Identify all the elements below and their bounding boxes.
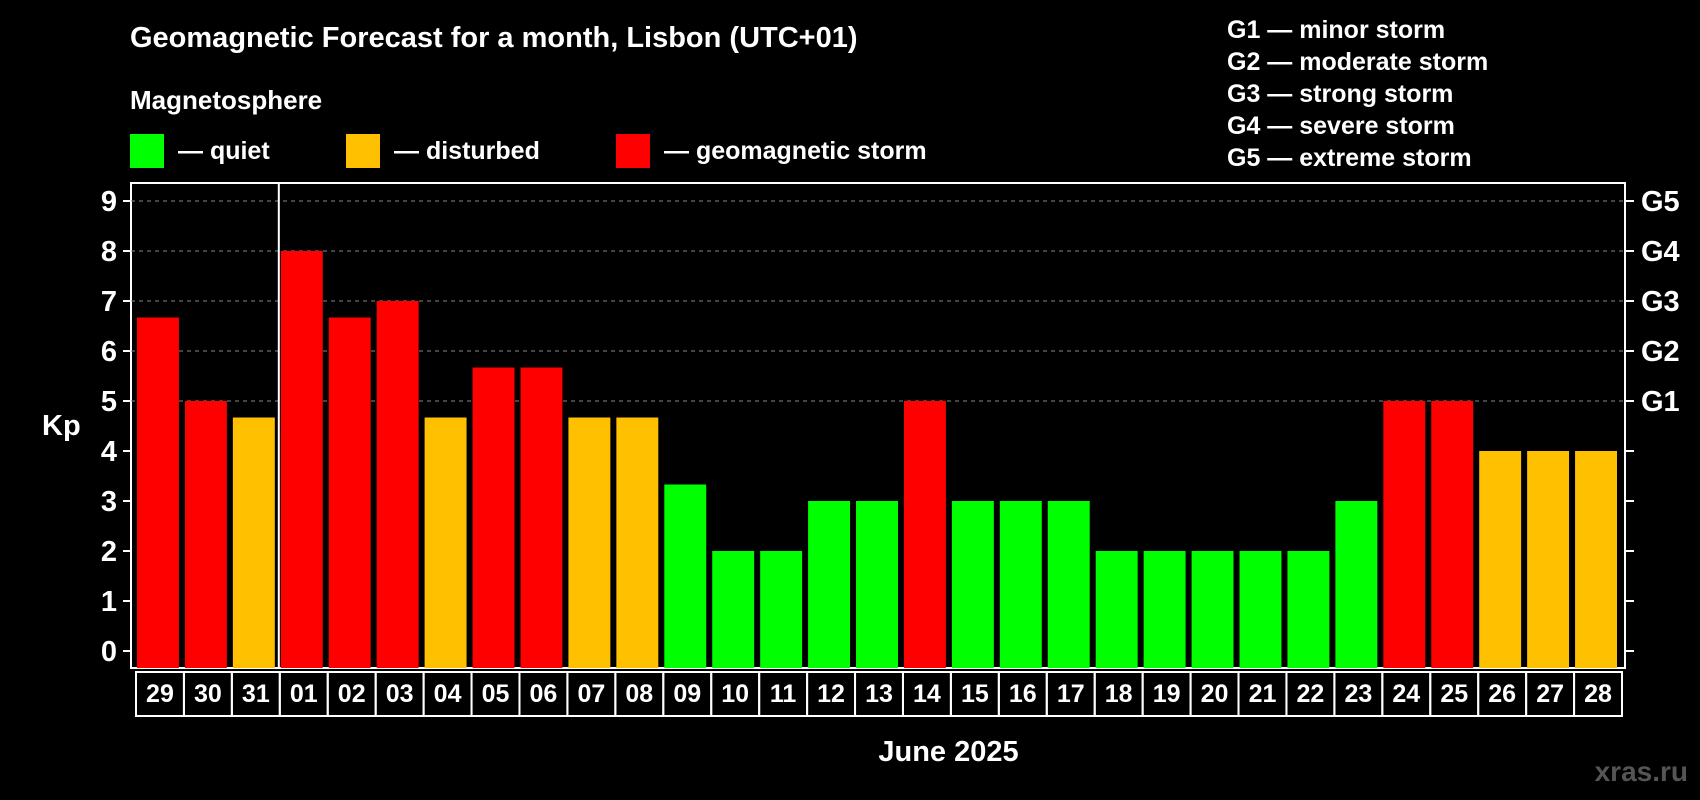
x-tick-label: 26 (1488, 680, 1516, 708)
bar (664, 484, 707, 668)
bar (137, 317, 179, 668)
bar (1335, 501, 1378, 668)
x-tick-label: 22 (1297, 680, 1325, 708)
x-tick-label: 04 (434, 680, 462, 708)
g-tick-label: G5 (1641, 186, 1680, 218)
x-tick-label: 29 (146, 680, 174, 708)
y-tick-label: 5 (101, 386, 117, 418)
bar (1527, 451, 1570, 668)
bar (856, 501, 898, 668)
storm-swatch (616, 134, 650, 168)
quiet-swatch (130, 134, 164, 168)
x-tick-label: 28 (1584, 680, 1612, 708)
legend-disturbed: — disturbed (346, 134, 540, 168)
bar (568, 417, 611, 668)
bar (520, 367, 563, 668)
legend-quiet: — quiet (130, 134, 270, 168)
bar (1383, 401, 1426, 668)
y-tick-label: 0 (101, 636, 117, 668)
x-tick-label: 05 (482, 680, 510, 708)
x-tick-label: 06 (530, 680, 558, 708)
bar (903, 401, 946, 668)
bar (376, 301, 419, 668)
bar (712, 551, 755, 668)
bar (1047, 501, 1090, 668)
x-tick-label: 14 (913, 680, 941, 708)
y-axis-label: Kp (42, 410, 81, 442)
g-legend-item: G1 — minor storm (1227, 16, 1446, 44)
y-tick-label: 4 (101, 436, 117, 468)
bar (951, 501, 994, 668)
x-tick-label: 16 (1009, 680, 1037, 708)
x-tick-label: 19 (1153, 680, 1181, 708)
x-axis-label: June 2025 (878, 736, 1019, 768)
y-tick-label: 6 (101, 336, 117, 368)
x-tick-label: 27 (1536, 680, 1564, 708)
g-scale-legend: G1 — minor storm G2 — moderate storm G3 … (1227, 14, 1488, 174)
bar (999, 501, 1042, 668)
x-tick-label: 09 (673, 680, 701, 708)
bar (1143, 551, 1186, 668)
x-tick-label: 15 (961, 680, 989, 708)
bar (328, 317, 371, 668)
x-tick-label: 10 (721, 680, 749, 708)
x-tick-label: 12 (817, 680, 845, 708)
g-legend-item: G5 — extreme storm (1227, 144, 1472, 172)
x-tick-label: 23 (1344, 680, 1372, 708)
bar (280, 251, 323, 668)
bar (1575, 451, 1617, 668)
watermark: xras.ru (1594, 756, 1688, 787)
chart-subtitle: Magnetosphere (130, 85, 323, 115)
bar (1095, 551, 1138, 668)
bar (808, 501, 851, 668)
y-tick-label: 8 (101, 236, 117, 268)
x-tick-label: 20 (1201, 680, 1229, 708)
x-tick-label: 07 (577, 680, 605, 708)
x-tick-label: 03 (386, 680, 414, 708)
g-tick-label: G3 (1641, 286, 1680, 318)
legend-storm-label: — geomagnetic storm (664, 136, 927, 165)
bar (1479, 451, 1522, 668)
y-tick-label: 2 (101, 536, 117, 568)
bar (472, 367, 515, 668)
g-tick-label: G4 (1641, 236, 1680, 268)
bar (616, 417, 659, 668)
x-tick-label: 08 (625, 680, 653, 708)
g-legend-item: G4 — severe storm (1227, 112, 1455, 140)
x-tick-label: 30 (194, 680, 222, 708)
g-legend-item: G3 — strong storm (1227, 80, 1454, 108)
date-cell (1573, 671, 1624, 717)
disturbed-swatch (346, 134, 380, 168)
bar (184, 401, 227, 668)
bar (1431, 401, 1474, 668)
x-tick-label: 18 (1105, 680, 1133, 708)
x-tick-label: 13 (865, 680, 893, 708)
x-tick-label: 24 (1392, 680, 1420, 708)
x-tick-label: 11 (770, 680, 797, 708)
g-tick-label: G1 (1641, 386, 1680, 418)
g-tick-label: G2 (1641, 336, 1680, 368)
x-tick-label: 01 (290, 680, 318, 708)
x-tick-label: 02 (338, 680, 366, 708)
bar (1239, 551, 1282, 668)
x-tick-label: 31 (242, 680, 270, 708)
chart-title: Geomagnetic Forecast for a month, Lisbon… (130, 22, 858, 54)
x-tick-label: 25 (1440, 680, 1468, 708)
legend-storm: — geomagnetic storm (616, 134, 927, 168)
y-tick-label: 3 (101, 486, 117, 518)
legend-disturbed-label: — disturbed (394, 136, 540, 165)
y-tick-label: 7 (101, 286, 117, 318)
y-tick-label: 1 (101, 586, 117, 618)
bar (760, 551, 803, 668)
bar (1191, 551, 1234, 668)
x-tick-label: 17 (1057, 680, 1085, 708)
y-tick-label: 9 (101, 186, 117, 218)
x-tick-label: 21 (1249, 680, 1277, 708)
legend-quiet-label: — quiet (178, 136, 270, 165)
bar (232, 417, 275, 668)
g-legend-item: G2 — moderate storm (1227, 48, 1489, 76)
bar (424, 417, 467, 668)
bar (1287, 551, 1330, 668)
